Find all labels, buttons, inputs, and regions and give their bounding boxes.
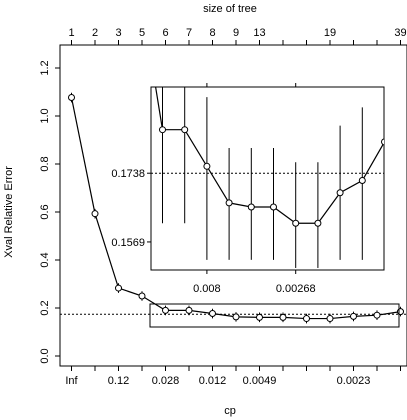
inset-y-tick-label: 0.1738 (111, 168, 145, 180)
top-tick-label: 8 (209, 27, 215, 39)
data-point (373, 311, 381, 319)
x-tick-label: 0.12 (108, 375, 129, 387)
top-tick-label: 13 (253, 27, 265, 39)
data-point (138, 292, 146, 300)
top-tick-label: 19 (324, 27, 336, 39)
top-tick-label: 3 (115, 27, 121, 39)
top-tick-label: 7 (186, 27, 192, 39)
inset-data-point (247, 203, 255, 211)
x-tick-label: 0.012 (199, 375, 227, 387)
data-point (232, 313, 240, 321)
data-point (185, 306, 193, 314)
top-tick-label: 39 (394, 27, 406, 39)
y-tick-label: 0.6 (39, 204, 51, 219)
data-point (350, 312, 357, 320)
y-tick-label: 1.2 (39, 60, 51, 75)
inset-data-point (292, 219, 300, 227)
data-point (68, 94, 75, 102)
inset-data-point (270, 203, 277, 211)
top-axis-title: size of tree (203, 3, 257, 15)
inset-data-point (225, 199, 233, 207)
inset-plot: 0.1738 0.1569 0.008 0.00268 (111, 83, 385, 295)
inset-data-point (159, 126, 166, 134)
inset-x-tick-label: 0.00268 (276, 283, 316, 295)
y-axis-title: Xval Relative Error (3, 166, 15, 258)
y-tick-label: 1.0 (39, 108, 51, 123)
data-point (303, 315, 310, 323)
inset-data-point (336, 189, 344, 197)
inset-series-group (151, 87, 384, 268)
inset-x-tick-label: 0.008 (193, 283, 221, 295)
y-tick-label: 0.0 (39, 348, 51, 363)
x-tick-label: 0.028 (152, 375, 180, 387)
main-plot: 0.0 0.2 0.4 0.6 0.8 1.0 1.2 Inf 0.12 0.028 0.012 0.… (39, 27, 407, 387)
zoom-box (149, 303, 400, 328)
x-tick-label: Inf (65, 375, 78, 387)
y-tick-label: 0.8 (39, 156, 51, 171)
inset-frame (150, 86, 385, 271)
data-point (256, 313, 263, 321)
top-tick-label: 9 (233, 27, 239, 39)
data-point (326, 315, 334, 323)
top-tick-label: 6 (162, 27, 168, 39)
data-point (209, 310, 216, 318)
inset-entry-segment (155, 87, 164, 130)
inset-data-point (381, 138, 384, 146)
data-point (397, 308, 404, 316)
data-point (279, 313, 287, 321)
data-point (91, 210, 99, 218)
y-tick-label: 0.4 (39, 252, 51, 267)
top-tick-label: 1 (68, 27, 74, 39)
data-point (115, 284, 122, 292)
inset-data-point (203, 162, 211, 170)
x-axis-title: cp (224, 405, 236, 417)
data-point (162, 306, 169, 314)
inset-data-point (358, 177, 366, 185)
x-tick-label: 0.0049 (243, 375, 277, 387)
inset-data-point (181, 126, 189, 134)
plot-frame (59, 44, 407, 367)
y-tick-label: 0.2 (39, 300, 51, 315)
top-tick-label: 5 (139, 27, 145, 39)
x-tick-label: 0.0023 (337, 375, 371, 387)
inset-y-tick-label: 0.1569 (111, 237, 145, 249)
top-tick-label: 2 (92, 27, 98, 39)
inset-data-point (314, 219, 322, 227)
